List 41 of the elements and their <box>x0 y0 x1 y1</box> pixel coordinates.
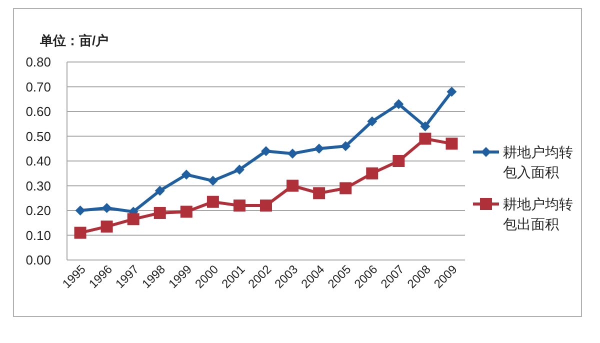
point <box>313 187 326 200</box>
point <box>180 206 192 218</box>
y-tick-label: 0.40 <box>26 154 51 168</box>
y-tick-label: 0.00 <box>26 252 51 268</box>
point <box>420 121 430 132</box>
legend-label: 耕地户均转包出面积 <box>503 196 573 232</box>
point <box>154 186 165 196</box>
point <box>234 164 244 175</box>
point <box>181 170 192 180</box>
point <box>340 182 352 194</box>
point <box>127 213 140 226</box>
point <box>286 180 299 192</box>
legend-label: 耕地户均转包入面积 <box>503 144 573 180</box>
y-tick-label: 0.30 <box>26 178 51 194</box>
chart-title: 单位：亩/户 <box>39 33 109 48</box>
point <box>394 99 404 110</box>
point <box>206 196 219 208</box>
point <box>75 206 86 216</box>
point <box>261 146 271 156</box>
y-tick-label: 0.80 <box>26 54 51 70</box>
y-tick-label: 0.20 <box>26 203 51 218</box>
point <box>446 138 458 150</box>
y-tick-label: 0.60 <box>26 104 51 119</box>
point <box>74 226 86 239</box>
y-tick-label: 0.10 <box>26 228 51 243</box>
y-tick-label: 0.70 <box>26 79 51 94</box>
point <box>100 220 113 233</box>
point <box>102 203 112 214</box>
point <box>392 155 405 167</box>
point <box>419 132 432 145</box>
point <box>367 116 378 126</box>
point <box>314 144 324 154</box>
point <box>154 206 166 219</box>
point <box>446 86 457 97</box>
point <box>288 148 298 159</box>
point <box>233 200 246 212</box>
point <box>340 141 351 152</box>
y-tick-label: 0.50 <box>26 128 51 144</box>
point <box>208 176 218 186</box>
point <box>260 200 272 212</box>
point <box>366 167 378 180</box>
